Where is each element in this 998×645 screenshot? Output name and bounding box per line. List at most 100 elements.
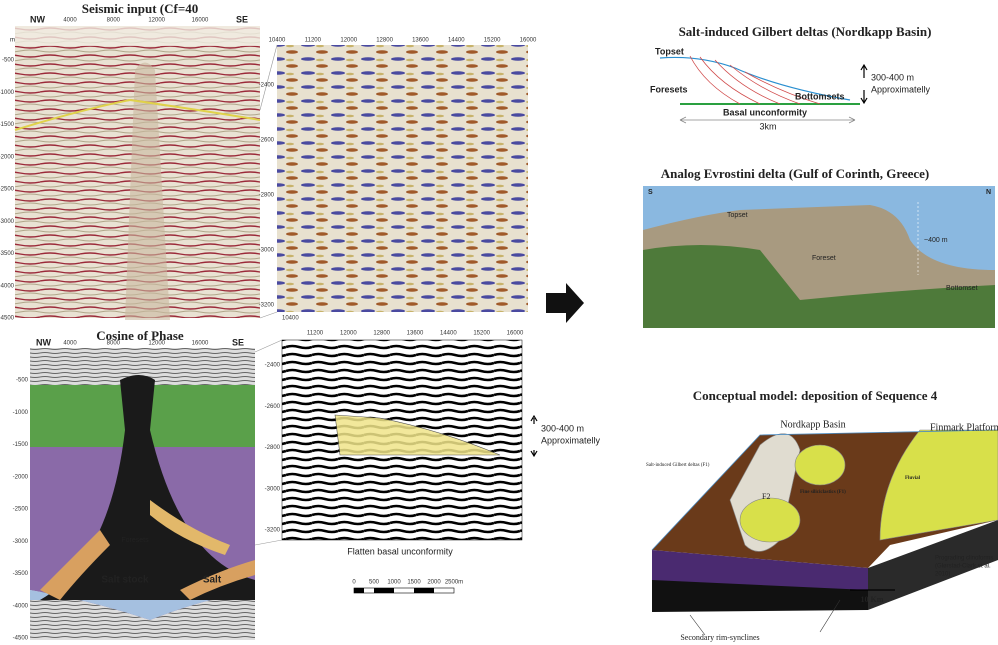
direction-label: S <box>648 189 653 196</box>
seismic-top <box>15 26 260 46</box>
y-tick-label: -4500 <box>0 316 15 322</box>
cosine-image <box>30 348 255 640</box>
panel-title: Conceptual model: deposition of Sequence… <box>693 388 938 403</box>
y-tick-label: -3000 <box>259 248 275 254</box>
thickness-arrow <box>531 416 537 456</box>
x-tick-label: 13600 <box>407 331 424 337</box>
y-tick-label: -500 <box>2 58 15 64</box>
model-label: 10 Km <box>861 595 884 604</box>
corner-label: 10400 <box>282 316 299 322</box>
x-tick-label: 0 <box>352 580 356 586</box>
block-diagram <box>652 430 998 635</box>
x-tick-label: 2500m <box>445 580 463 586</box>
y-tick-label: -2500 <box>13 507 29 513</box>
x-tick-label: 2000 <box>427 580 441 586</box>
x-tick-label: 16000 <box>507 331 524 337</box>
photo-label: Foreset <box>812 255 836 262</box>
y-tick-label: -1500 <box>13 442 29 448</box>
y-tick-label: -1000 <box>0 90 15 96</box>
thickness-note: Approximatelly <box>871 84 931 94</box>
thickness-note: Approximatelly <box>541 435 601 445</box>
y-tick-label: -1000 <box>13 410 29 416</box>
feature-label: Foresets <box>121 537 149 544</box>
delta-label: Topset <box>655 46 684 56</box>
x-tick-label: 12000 <box>148 341 165 347</box>
x-tick-label: 16000 <box>192 341 209 347</box>
y-tick-label: -2000 <box>13 474 29 480</box>
x-tick-label: 12800 <box>373 331 390 337</box>
direction-label: NW <box>36 337 51 347</box>
delta-label: Bottomsets <box>795 91 845 101</box>
x-tick-label: 1000 <box>387 580 401 586</box>
x-tick-label: 10400 <box>269 38 286 44</box>
y-tick-label: -2000 <box>0 154 15 160</box>
x-tick-label: 14400 <box>448 38 465 44</box>
y-tick-label: -2400 <box>265 363 281 369</box>
direction-label: SE <box>236 14 248 24</box>
scale-bar <box>354 588 454 593</box>
x-tick-label: 16000 <box>520 38 537 44</box>
width-label: 3km <box>759 121 776 131</box>
y-tick-label: -3500 <box>0 251 15 257</box>
y-tick-label: -3000 <box>13 539 29 545</box>
model-label: 2010) <box>935 572 950 578</box>
x-tick-label: 12800 <box>376 38 393 44</box>
x-tick-label: 16000 <box>192 18 209 24</box>
direction-label: NW <box>30 14 45 24</box>
flow-arrow <box>546 283 584 323</box>
photo-label: ~400 m <box>924 237 948 244</box>
figure: Seismic input (Cf=40 NW SE ms 10400 Cosi… <box>0 0 998 645</box>
x-tick-label: 14400 <box>440 331 457 337</box>
y-tick-label: -3500 <box>13 571 29 577</box>
x-tick-label: 4000 <box>63 341 77 347</box>
x-tick-label: 500 <box>369 580 380 586</box>
model-label: Fluvial <box>905 476 921 481</box>
x-tick-label: 15200 <box>484 38 501 44</box>
zoom-connector <box>260 312 277 318</box>
feature-label: Salt stock <box>101 575 149 586</box>
panel-title: Salt-induced Gilbert deltas (Nordkapp Ba… <box>679 24 932 39</box>
x-tick-label: 12000 <box>148 18 165 24</box>
y-tick-label: -2500 <box>0 187 15 193</box>
x-tick-label: 11200 <box>307 331 324 337</box>
y-tick-label: -4000 <box>13 603 29 609</box>
x-tick-label: 11200 <box>305 38 322 44</box>
zoom-connector <box>255 340 282 352</box>
x-tick-label: 8000 <box>107 341 121 347</box>
y-tick-label: -1500 <box>0 122 15 128</box>
photo-label: Bottomset <box>946 285 978 292</box>
direction-label: SE <box>232 337 244 347</box>
zoom-connector <box>260 45 277 110</box>
model-label: Finmark Platform <box>930 422 998 433</box>
thickness-label: 300-400 m <box>541 423 584 433</box>
y-tick-label: -3200 <box>265 528 281 534</box>
delta-label: Basal unconformity <box>723 107 807 117</box>
x-tick-label: 13600 <box>412 38 429 44</box>
y-tick-label: -4500 <box>13 636 29 642</box>
model-label: Nordkapp Basin <box>780 419 845 430</box>
x-tick-label: 4000 <box>63 18 77 24</box>
caption: Flatten basal unconformity <box>347 546 453 556</box>
y-tick-label: -3200 <box>259 303 275 309</box>
y-tick-label: -2800 <box>259 193 275 199</box>
direction-label: N <box>986 189 991 196</box>
y-tick-label: -4000 <box>0 283 15 289</box>
panel-title: Analog Evrostini delta (Gulf of Corinth,… <box>661 166 930 181</box>
y-tick-label: -2600 <box>259 138 275 144</box>
x-tick-label: 12000 <box>340 38 357 44</box>
y-tick-label: -500 <box>16 378 29 384</box>
photo-label: Topset <box>727 212 748 219</box>
panel-title: Seismic input (Cf=40 <box>82 1 198 16</box>
model-label: Secondary rim-synclines <box>680 633 759 642</box>
y-tick-label: -2400 <box>259 83 275 89</box>
model-label: Prograding clinoforms <box>935 556 993 562</box>
y-tick-label: -3000 <box>265 486 281 492</box>
x-tick-label: 1500 <box>407 580 421 586</box>
zoom-seismic-image <box>277 45 528 312</box>
x-tick-label: 8000 <box>107 18 121 24</box>
thickness-label: 300-400 m <box>871 72 914 82</box>
model-label: Salt-induced Gilbert deltas (F1) <box>646 463 710 468</box>
feature-label: Salt <box>203 575 222 586</box>
y-tick-label: -3000 <box>0 219 15 225</box>
model-label: (Glørstad-Clark et al. <box>935 564 991 570</box>
